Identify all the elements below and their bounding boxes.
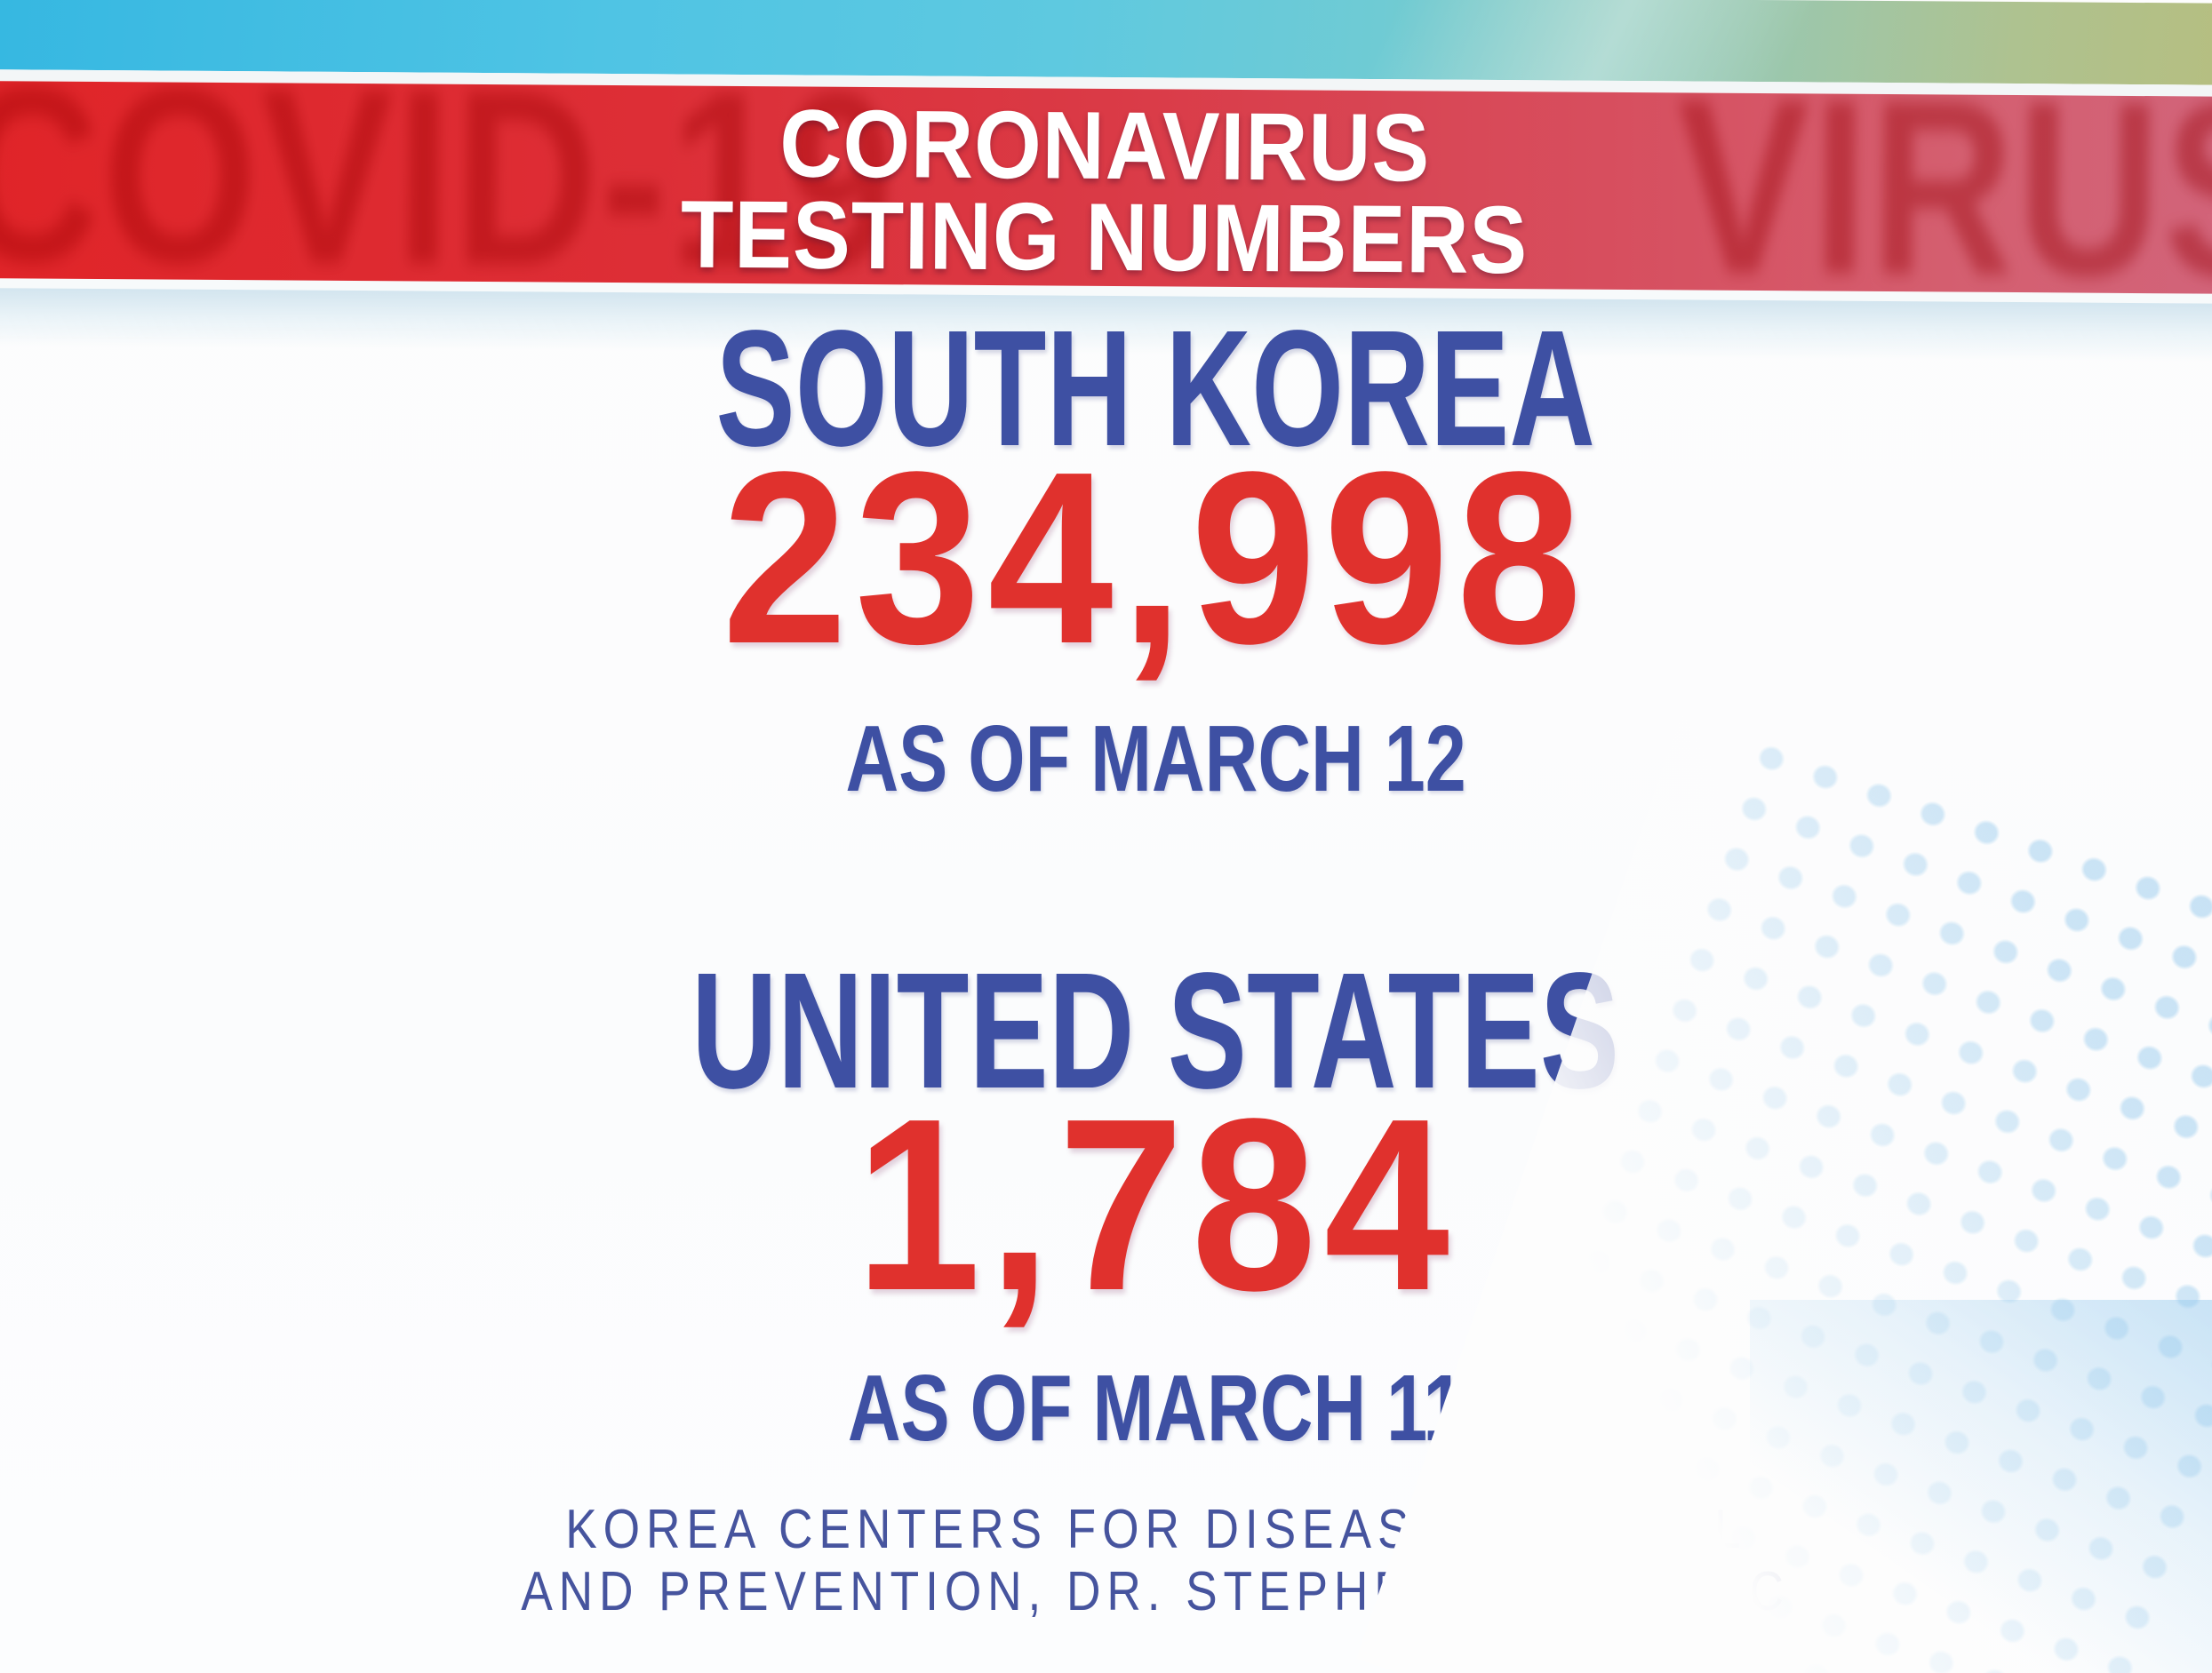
banner-title-line2: TESTING NUMBERS	[680, 179, 1529, 293]
banner-title: CORONAVIRUS TESTING NUMBERS	[0, 81, 2212, 293]
country-label-text: SOUTH KOREA	[715, 297, 1596, 481]
as-of-date-text: AS OF MARCH 11	[847, 1356, 1465, 1461]
country-label-text: UNITED STATES	[691, 939, 1620, 1123]
country-label-south-korea: SOUTH KOREA	[50, 307, 2212, 472]
title-banner: COVID-19 VIRUS CORONAVIRUS TESTING NUMBE…	[0, 80, 2212, 294]
stat-value-text: 1,784	[855, 1068, 1457, 1342]
country-label-united-states: UNITED STATES	[50, 949, 2212, 1114]
stat-value-united-states: 1,784	[50, 1082, 2212, 1327]
stat-value-text: 234,998	[722, 421, 1590, 695]
as-of-date-text: AS OF MARCH 12	[845, 706, 1466, 811]
as-of-date-united-states: AS OF MARCH 11	[50, 1361, 2212, 1455]
as-of-date-south-korea: AS OF MARCH 12	[50, 712, 2212, 806]
stat-value-south-korea: 234,998	[50, 435, 2212, 681]
corner-blue-glow	[1750, 1300, 2212, 1673]
